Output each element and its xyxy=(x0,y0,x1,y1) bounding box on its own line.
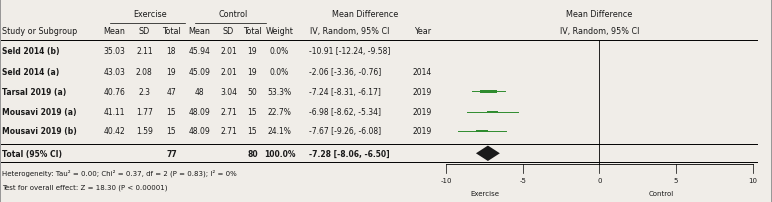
Text: -10.91 [-12.24, -9.58]: -10.91 [-12.24, -9.58] xyxy=(309,47,390,56)
Text: 40.76: 40.76 xyxy=(103,87,125,96)
Text: 22.7%: 22.7% xyxy=(268,108,291,117)
Text: 2019: 2019 xyxy=(413,127,432,136)
Bar xyxy=(476,130,488,132)
Text: 40.42: 40.42 xyxy=(103,127,125,136)
Bar xyxy=(480,91,497,93)
Text: -7.24 [-8.31, -6.17]: -7.24 [-8.31, -6.17] xyxy=(309,87,381,96)
Text: 2.01: 2.01 xyxy=(220,67,237,76)
Text: Mousavi 2019 (b): Mousavi 2019 (b) xyxy=(2,127,77,136)
Text: Control: Control xyxy=(648,190,673,196)
Text: 53.3%: 53.3% xyxy=(267,87,292,96)
Text: Total: Total xyxy=(162,27,181,36)
Text: -5: -5 xyxy=(520,177,527,183)
Text: 80: 80 xyxy=(247,149,258,158)
Text: 18: 18 xyxy=(167,47,176,56)
Text: Total (95% CI): Total (95% CI) xyxy=(2,149,63,158)
Text: 1.77: 1.77 xyxy=(136,108,153,117)
Bar xyxy=(487,111,498,113)
Text: IV, Random, 95% CI: IV, Random, 95% CI xyxy=(310,27,390,36)
Text: Weight: Weight xyxy=(266,27,293,36)
Text: Seld 2014 (b): Seld 2014 (b) xyxy=(2,47,59,56)
Text: 1.59: 1.59 xyxy=(136,127,153,136)
Text: Tarsal 2019 (a): Tarsal 2019 (a) xyxy=(2,87,66,96)
Text: 0.0%: 0.0% xyxy=(270,47,289,56)
Text: -10: -10 xyxy=(441,177,452,183)
Text: Control: Control xyxy=(219,10,248,19)
Text: 19: 19 xyxy=(248,67,257,76)
Text: Exercise: Exercise xyxy=(470,190,499,196)
Text: IV, Random, 95% CI: IV, Random, 95% CI xyxy=(560,27,639,36)
Text: -7.28 [-8.06, -6.50]: -7.28 [-8.06, -6.50] xyxy=(309,149,389,158)
Text: Year: Year xyxy=(414,27,431,36)
Polygon shape xyxy=(476,146,499,161)
Text: 43.03: 43.03 xyxy=(103,67,125,76)
Text: 41.11: 41.11 xyxy=(103,108,125,117)
Text: 77: 77 xyxy=(166,149,177,158)
Text: 19: 19 xyxy=(167,67,176,76)
Text: 2.71: 2.71 xyxy=(220,127,237,136)
Text: 3.04: 3.04 xyxy=(220,87,237,96)
Text: Seld 2014 (a): Seld 2014 (a) xyxy=(2,67,59,76)
Text: 47: 47 xyxy=(167,87,176,96)
Text: 15: 15 xyxy=(167,127,176,136)
Text: SD: SD xyxy=(139,27,150,36)
Text: 50: 50 xyxy=(248,87,257,96)
Text: 10: 10 xyxy=(748,177,757,183)
Text: 45.94: 45.94 xyxy=(188,47,210,56)
Text: Test for overall effect: Z = 18.30 (P < 0.00001): Test for overall effect: Z = 18.30 (P < … xyxy=(2,184,168,190)
Text: SD: SD xyxy=(223,27,234,36)
Text: 15: 15 xyxy=(248,108,257,117)
Text: -2.06 [-3.36, -0.76]: -2.06 [-3.36, -0.76] xyxy=(309,67,381,76)
Text: 2.71: 2.71 xyxy=(220,108,237,117)
Text: 48: 48 xyxy=(195,87,204,96)
Text: 48.09: 48.09 xyxy=(188,127,210,136)
Text: 24.1%: 24.1% xyxy=(268,127,291,136)
Text: 2.01: 2.01 xyxy=(220,47,237,56)
Text: 2.3: 2.3 xyxy=(138,87,151,96)
Text: 19: 19 xyxy=(248,47,257,56)
Text: 2014: 2014 xyxy=(413,67,432,76)
Text: 5: 5 xyxy=(674,177,679,183)
Text: 48.09: 48.09 xyxy=(188,108,210,117)
Text: 45.09: 45.09 xyxy=(188,67,210,76)
Text: Exercise: Exercise xyxy=(134,10,168,19)
Text: Heterogeneity: Tau² = 0.00; Chi² = 0.37, df = 2 (P = 0.83); I² = 0%: Heterogeneity: Tau² = 0.00; Chi² = 0.37,… xyxy=(2,169,237,176)
Text: 0.0%: 0.0% xyxy=(270,67,289,76)
Text: Study or Subgroup: Study or Subgroup xyxy=(2,27,77,36)
Text: 2.08: 2.08 xyxy=(136,67,153,76)
Text: Total: Total xyxy=(243,27,262,36)
Text: 2019: 2019 xyxy=(413,108,432,117)
Text: Mean: Mean xyxy=(103,27,125,36)
Text: 2019: 2019 xyxy=(413,87,432,96)
Text: 35.03: 35.03 xyxy=(103,47,125,56)
Text: Mean: Mean xyxy=(188,27,210,36)
Text: -7.67 [-9.26, -6.08]: -7.67 [-9.26, -6.08] xyxy=(309,127,381,136)
Text: 0: 0 xyxy=(598,177,601,183)
Text: 15: 15 xyxy=(248,127,257,136)
Text: 2.11: 2.11 xyxy=(136,47,153,56)
Text: -6.98 [-8.62, -5.34]: -6.98 [-8.62, -5.34] xyxy=(309,108,381,117)
Text: Mean Difference: Mean Difference xyxy=(567,10,632,19)
Text: 15: 15 xyxy=(167,108,176,117)
Text: Mean Difference: Mean Difference xyxy=(332,10,398,19)
Text: Mousavi 2019 (a): Mousavi 2019 (a) xyxy=(2,108,77,117)
Text: 100.0%: 100.0% xyxy=(264,149,295,158)
